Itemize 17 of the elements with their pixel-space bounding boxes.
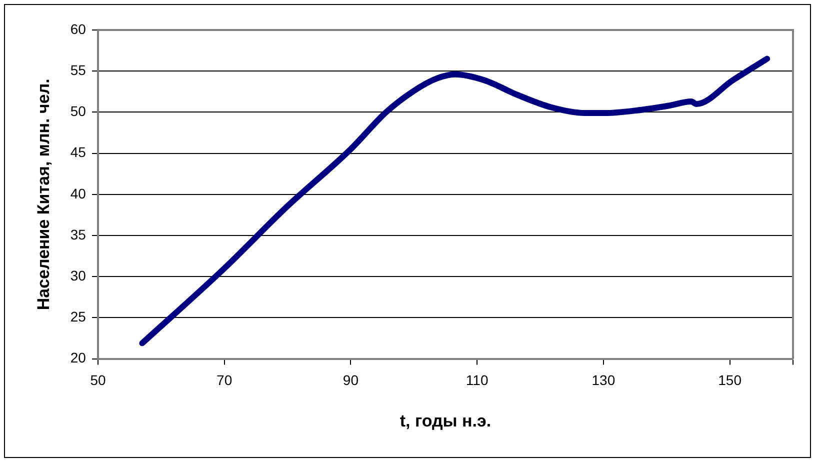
y-tick-label: 30 <box>70 267 86 284</box>
y-tick-label: 35 <box>70 226 86 242</box>
y-tick-label: 60 <box>70 20 86 37</box>
x-tick-label: 150 <box>718 372 742 388</box>
y-tick-label: 40 <box>70 185 86 202</box>
y-axis-title: Население Китая, млн. чел. <box>34 78 53 310</box>
x-tick-label: 130 <box>592 372 616 388</box>
x-axis-title: t, годы н.э. <box>400 411 492 430</box>
x-tick-label: 110 <box>466 372 488 388</box>
y-tick-label: 55 <box>70 62 86 78</box>
y-tick-label: 50 <box>70 103 86 120</box>
y-tick-label: 25 <box>70 308 86 325</box>
x-tick-label: 70 <box>216 372 232 388</box>
y-tick-label: 20 <box>70 350 86 366</box>
y-tick-label: 45 <box>70 144 86 160</box>
x-tick-label: 90 <box>342 372 359 388</box>
x-tick-label: 50 <box>90 372 106 388</box>
